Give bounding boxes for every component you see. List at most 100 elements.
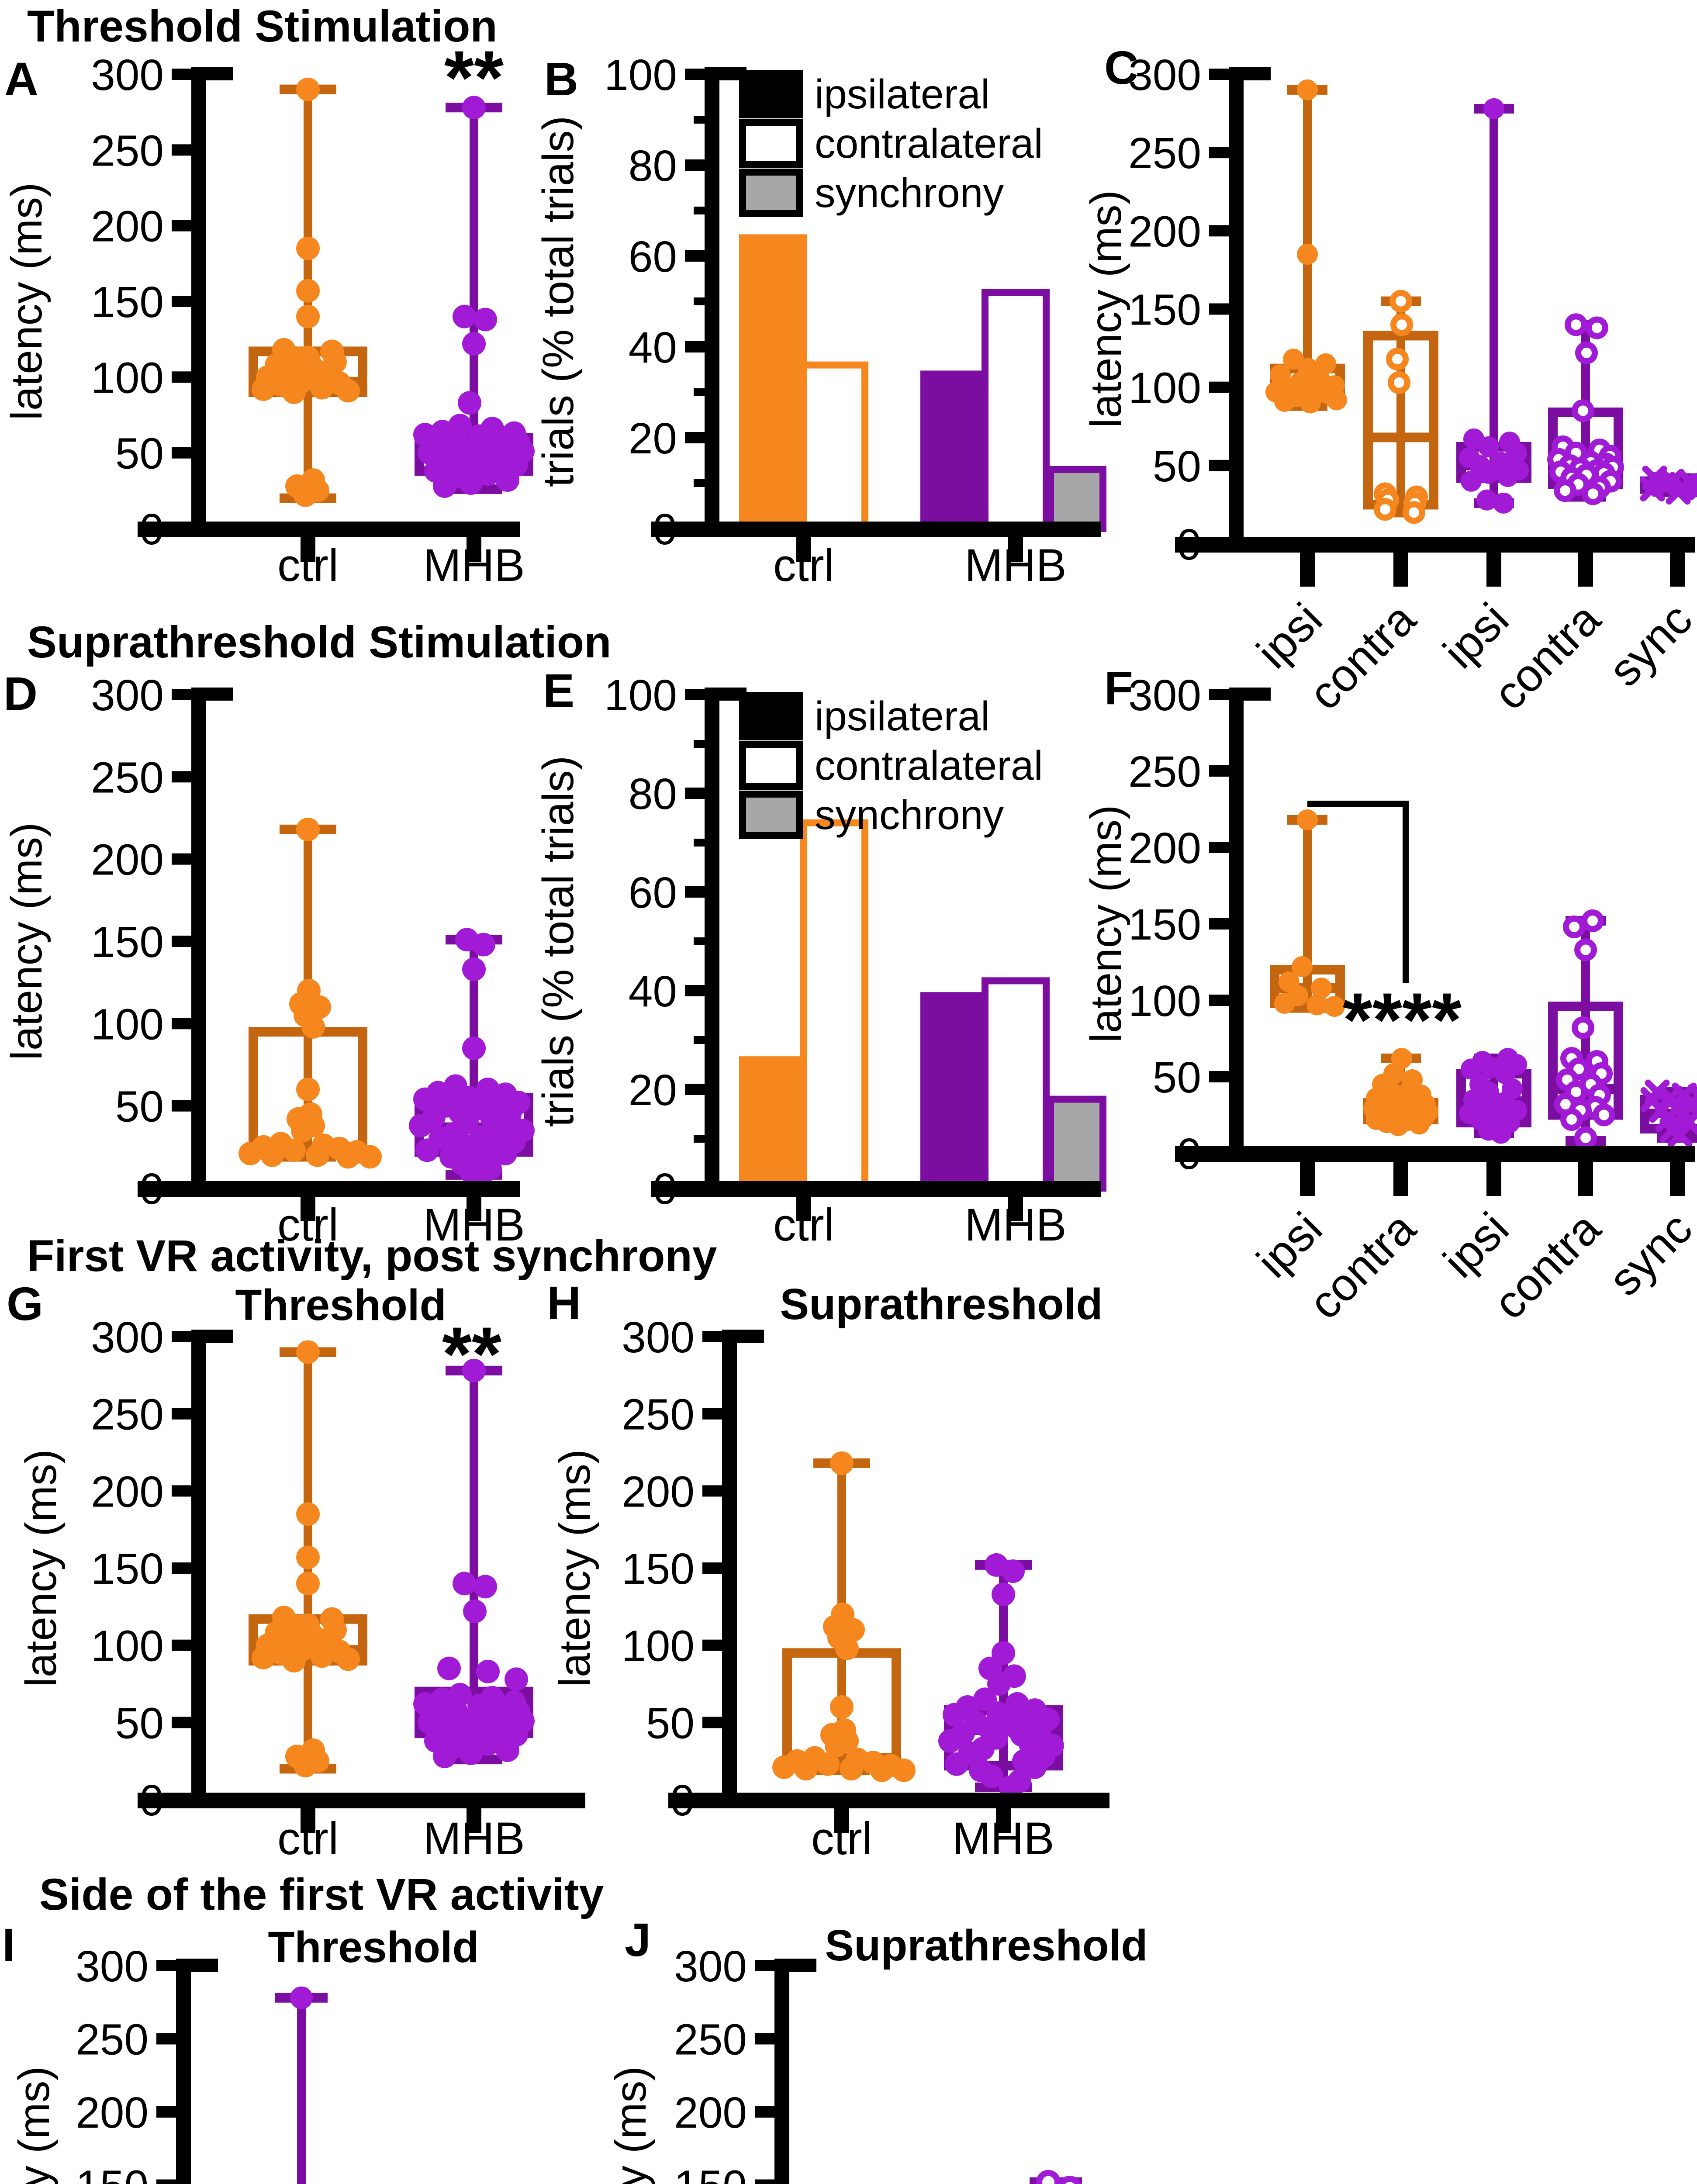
- panel-A-significance-stars: **: [444, 35, 504, 121]
- panel-H-xtick-label-ctrl: ctrl: [811, 1813, 872, 1864]
- x-axis-line: [668, 1793, 1109, 1808]
- significance-bracket: [1307, 801, 1409, 983]
- data-point: [987, 1672, 1011, 1696]
- data-point: [282, 380, 306, 404]
- panel-I-y-axis-label: latency (ms): [10, 2066, 59, 2184]
- data-point: [943, 1703, 966, 1727]
- panel-G: ** 0 50 100 150 200 250 300 ctrl MHB latency (ms) G…: [7, 1277, 585, 1864]
- y-tick: [172, 1562, 199, 1574]
- data-point: [1574, 938, 1597, 961]
- panel-F-box-group-1-contra: [1363, 1048, 1438, 1136]
- data-point: [1326, 389, 1347, 411]
- data-point: [1001, 1559, 1025, 1583]
- data-point: [1388, 371, 1410, 394]
- panel-E-ytick-label: 0: [653, 1165, 677, 1213]
- data-point: [301, 1015, 325, 1039]
- panel-H-ytick-label: 200: [622, 1467, 695, 1516]
- data-point: [1574, 1127, 1597, 1149]
- y-tick: [172, 1182, 199, 1194]
- x-tick: [1008, 1196, 1023, 1221]
- panel-J-ytick-label: 300: [674, 1942, 747, 1991]
- x-axis-line: [651, 1181, 1101, 1197]
- panel-G-ytick-label: 200: [91, 1467, 164, 1516]
- x-tick: [467, 536, 481, 562]
- data-point: [1586, 316, 1608, 339]
- data-point: [1300, 392, 1321, 414]
- panel-B-letter: B: [544, 52, 578, 105]
- panel-A-ytick-label: 300: [91, 51, 164, 100]
- x-tick: [1486, 552, 1501, 587]
- panel-D-box-group-1-MHB: [409, 928, 535, 1187]
- panel-H-title: Suprathreshold: [780, 1280, 1103, 1329]
- panel-G-box-group-0-ctrl: [249, 1340, 367, 1778]
- data-point: [459, 1742, 483, 1765]
- y-tick: [685, 886, 712, 898]
- panel-B-xtick-label-ctrl: ctrl: [773, 540, 834, 591]
- panel-C-y-axis-label: latency (ms): [1082, 190, 1130, 428]
- panel-F-ytick-label: 0: [1177, 1130, 1201, 1178]
- panel-B-ytick-label: 0: [653, 505, 677, 554]
- y-tick: [1209, 765, 1236, 777]
- data-point: [938, 1729, 962, 1753]
- y-minor-tick: [694, 207, 712, 214]
- panel-E-xtick-label-MHB: MHB: [964, 1199, 1066, 1251]
- panel-A-ytick-label: 250: [91, 126, 164, 175]
- panel-F-letter: F: [1104, 661, 1133, 714]
- data-point: [830, 1695, 854, 1719]
- panel-I-ytick-label: 150: [76, 2162, 149, 2184]
- panel-B-bar-MHB-contralateral: [982, 289, 1050, 532]
- y-axis-line: [774, 1959, 789, 2184]
- y-tick: [172, 144, 199, 156]
- data-point: [437, 1656, 461, 1680]
- data-point: [835, 1636, 859, 1660]
- panel-A-ytick-label: 50: [115, 429, 164, 478]
- data-point: [945, 1752, 968, 1776]
- data-point: [992, 1641, 1015, 1665]
- y-minor-tick: [694, 388, 712, 396]
- data-point: [458, 391, 481, 415]
- x-tick: [1393, 552, 1408, 587]
- x-tick: [1300, 552, 1315, 587]
- data-point: [494, 1141, 517, 1165]
- panel-E-letter: E: [543, 664, 574, 717]
- panel-C-ytick-label: 200: [1128, 207, 1201, 256]
- data-point: [1493, 492, 1514, 514]
- y-tick: [1209, 1071, 1236, 1082]
- data-point: [1478, 463, 1499, 484]
- data-point: [772, 1755, 796, 1779]
- data-point: [1563, 916, 1586, 938]
- data-point: [1490, 1123, 1511, 1144]
- y-tick: [1209, 995, 1236, 1006]
- y-tick: [755, 2106, 782, 2118]
- data-point: [296, 1502, 320, 1526]
- x-tick: [1670, 552, 1685, 587]
- panel-D-xtick-label-ctrl: ctrl: [277, 1199, 339, 1251]
- panel-I-ytick-label: 250: [76, 2015, 149, 2064]
- y-tick: [172, 447, 199, 459]
- data-point: [992, 1583, 1015, 1607]
- panel-G-ytick-label: 150: [91, 1545, 164, 1593]
- y-tick: [1209, 460, 1236, 471]
- panel-C-xtick-label-sync: sync: [1599, 594, 1697, 696]
- panel-H: 0 50 100 150 200 250 300 ctrl MHB latency (ms) H Su…: [547, 1276, 1109, 1864]
- data-point: [474, 1575, 497, 1599]
- legend-swatch-synchrony: [739, 791, 803, 839]
- panel-C-ytick-label: 0: [1177, 520, 1201, 569]
- data-point: [1575, 341, 1598, 364]
- data-point: [462, 96, 486, 120]
- panel-D-xtick-label-MHB: MHB: [423, 1199, 525, 1251]
- legend-label-synchrony: synchrony: [815, 792, 1004, 838]
- data-point: [260, 1143, 284, 1167]
- panel-D-ytick-label: 250: [91, 753, 164, 802]
- panel-C-ytick-label: 250: [1128, 129, 1201, 178]
- y-tick: [1209, 147, 1236, 159]
- y-tick: [172, 1794, 199, 1805]
- panel-B-ytick-label: 20: [629, 414, 677, 463]
- legend-swatch-ipsilateral: [739, 70, 803, 118]
- panel-I-ytick-label: 200: [76, 2088, 149, 2137]
- panel-B-ytick-label: 60: [629, 232, 677, 281]
- x-tick: [796, 1196, 811, 1221]
- panel-I-letter: I: [2, 1918, 15, 1971]
